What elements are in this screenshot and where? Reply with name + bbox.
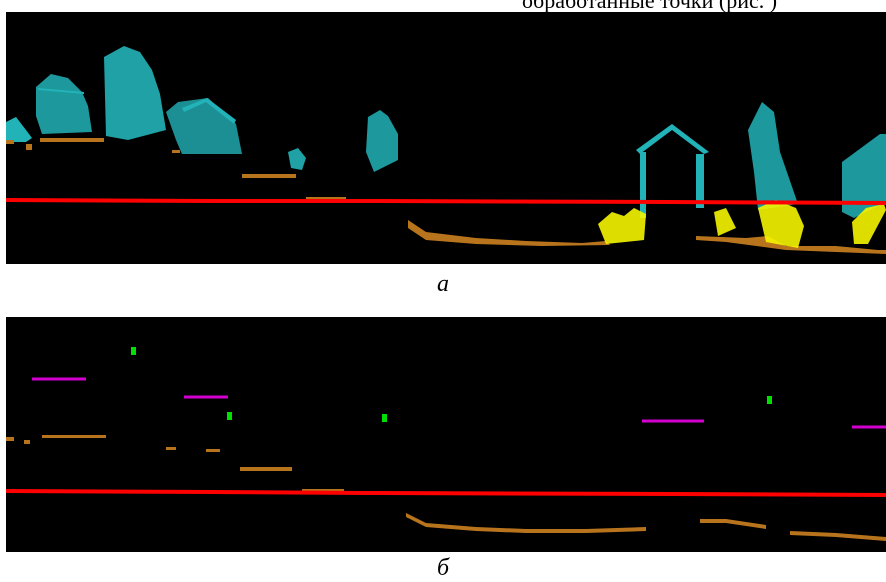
panel-b-label: б <box>436 555 450 581</box>
objects-a <box>598 200 886 248</box>
ground-points-a <box>6 138 886 254</box>
point-cloud-b <box>6 347 886 541</box>
green-markers-b <box>131 347 772 422</box>
ground-line-a <box>6 198 886 205</box>
ground-line-b <box>6 489 886 497</box>
magenta-markers-b <box>32 377 886 429</box>
top-caption-fragment: обработанные точки (рис. ) <box>522 0 886 12</box>
figure-panel-b <box>6 317 886 552</box>
figure-panel-a <box>6 12 886 264</box>
ground-points-b <box>6 435 886 541</box>
point-cloud-a <box>6 46 886 254</box>
vegetation-buildings-a <box>6 46 886 218</box>
panel-a-label: a <box>437 271 449 297</box>
